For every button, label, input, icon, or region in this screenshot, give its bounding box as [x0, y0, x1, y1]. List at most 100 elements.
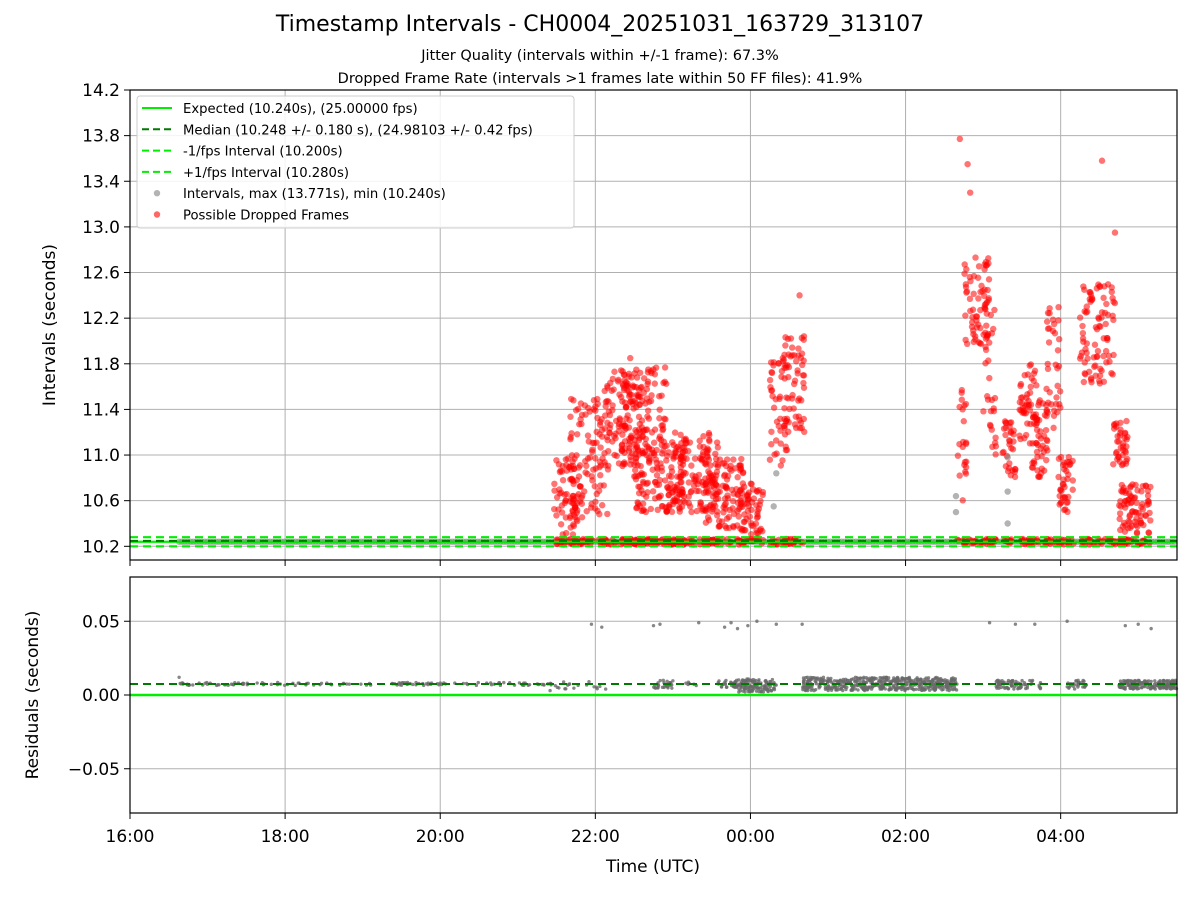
residual-point	[895, 679, 899, 683]
residual-point	[891, 685, 896, 689]
dropped-frame-point	[754, 530, 762, 537]
dropped-frame-point	[571, 455, 578, 462]
residual-point	[888, 685, 892, 689]
dropped-frame-point	[986, 421, 994, 429]
dropped-frame-point	[734, 474, 741, 481]
dropped-frame-point	[566, 498, 574, 505]
dropped-frame-point	[702, 475, 709, 482]
dropped-frame-point	[741, 511, 748, 518]
dropped-frame-point	[1017, 394, 1025, 401]
residual-point	[748, 678, 753, 683]
residual-point	[771, 686, 776, 691]
dropped-frame-point	[725, 513, 733, 521]
residual-point	[1124, 680, 1129, 684]
dropped-frame-point	[713, 512, 721, 519]
dropped-frame-point	[767, 383, 774, 391]
residual-point	[999, 685, 1003, 690]
residual-point	[926, 678, 930, 682]
dropped-frame-point	[791, 421, 799, 428]
residuals-y-tick-label: −0.05	[68, 760, 120, 780]
dropped-frame-point	[1055, 473, 1062, 481]
dropped-frame-point	[982, 346, 990, 354]
dropped-frame-point	[973, 317, 980, 324]
dropped-frame-point	[654, 506, 661, 514]
dropped-frame-point	[1092, 372, 1099, 379]
dropped-frame-point	[662, 416, 669, 423]
dropped-frame-point	[597, 471, 604, 479]
dropped-frame-point	[1056, 501, 1063, 508]
residual-point	[746, 689, 751, 694]
dropped-frame-point	[1053, 394, 1060, 401]
dropped-frame-point	[1033, 382, 1040, 389]
dropped-frame-point	[1090, 354, 1098, 361]
residual-point	[359, 682, 363, 686]
dropped-frame-point	[1027, 361, 1035, 368]
residual-point	[746, 623, 750, 628]
dropped-frame-point	[730, 490, 737, 497]
dropped-frame-point	[605, 447, 612, 455]
dropped-frame-point	[620, 382, 627, 389]
residual-point	[832, 679, 837, 683]
dropped-frame-point	[1115, 454, 1122, 461]
dropped-frame-point	[619, 431, 626, 438]
dropped-frame-point	[596, 421, 604, 428]
residual-point	[1139, 681, 1143, 685]
residual-point	[809, 688, 813, 692]
residual-point	[1016, 687, 1020, 691]
dropped-frame-point	[638, 383, 645, 391]
intervals-reference-lines	[130, 536, 1177, 548]
dropped-frame-point	[682, 499, 689, 506]
legend-marker	[153, 190, 161, 197]
dropped-frame-point	[1108, 288, 1115, 296]
dropped-frame-point	[1032, 421, 1040, 429]
dropped-frame-point	[1131, 509, 1139, 516]
dropped-frame-point	[1046, 309, 1053, 317]
dropped-frame-point	[568, 475, 576, 482]
dropped-frame-point	[1004, 468, 1012, 475]
residual-point	[438, 681, 443, 685]
dropped-frame-point	[645, 445, 653, 453]
dropped-frame-point	[693, 487, 700, 495]
dropped-frame-point	[1086, 289, 1093, 296]
dropped-frame-point	[697, 500, 705, 507]
dropped-frame-point	[1035, 416, 1043, 424]
dropped-frame-point	[1121, 430, 1129, 437]
dropped-frame-point	[708, 508, 716, 515]
dropped-frame-point	[594, 414, 601, 422]
dropped-frame-point	[985, 276, 993, 283]
residual-point	[1037, 683, 1041, 688]
residual-point	[850, 687, 854, 692]
dropped-frame-point	[1050, 412, 1058, 419]
residual-point	[940, 688, 944, 692]
dropped-frame-point	[964, 160, 971, 168]
dropped-frame-point	[671, 429, 679, 436]
dropped-frame-point	[1093, 325, 1101, 333]
dropped-frame-point	[598, 433, 606, 440]
dropped-frame-point	[677, 431, 684, 439]
dropped-frame-point	[612, 435, 619, 442]
residual-point	[760, 687, 765, 692]
residual-point	[541, 682, 546, 687]
dropped-frame-point	[766, 456, 774, 463]
residual-point	[933, 676, 937, 680]
dropped-frame-point	[975, 263, 983, 270]
dropped-frame-point	[1110, 351, 1117, 359]
dropped-frame-point	[633, 504, 640, 512]
dropped-frame-point	[1094, 347, 1102, 355]
dropped-frame-point	[589, 446, 596, 453]
dropped-frame-point	[603, 397, 611, 405]
dropped-frame-point	[1034, 453, 1041, 461]
dropped-frame-point	[745, 502, 753, 510]
dropped-frame-point	[1102, 347, 1110, 355]
residual-point	[866, 685, 870, 690]
residual-point	[880, 682, 885, 687]
dropped-frame-point	[1006, 438, 1013, 445]
residual-point	[736, 678, 741, 682]
x-tick-label: 22:00	[571, 827, 620, 847]
dropped-frame-point	[606, 411, 614, 419]
residual-point	[833, 685, 837, 689]
dropped-frame-point	[772, 437, 780, 444]
dropped-frame-point	[768, 441, 775, 448]
dropped-frame-point	[625, 424, 633, 431]
dropped-frame-point	[568, 430, 575, 437]
